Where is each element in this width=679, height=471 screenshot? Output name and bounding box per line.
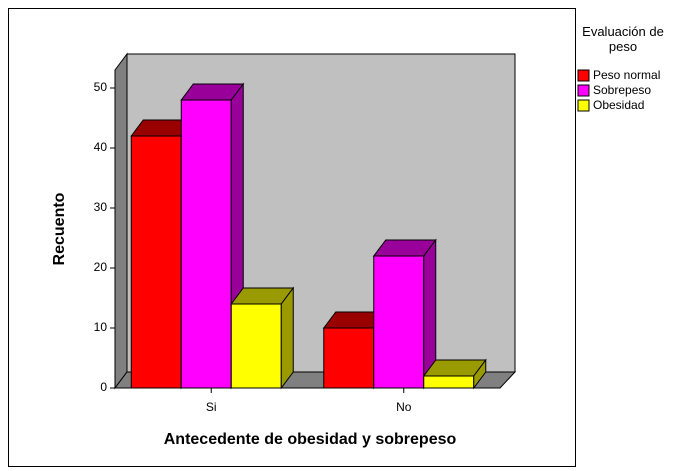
bar-front: [180, 99, 232, 389]
legend-swatch: [577, 99, 590, 112]
left-wall: [114, 52, 128, 390]
x-axis-title: Antecedente de obesidad y sobrepeso: [163, 431, 457, 448]
bar-side: [280, 286, 294, 390]
bar-front: [230, 303, 282, 389]
y-tick-label: 50: [94, 80, 108, 94]
legend-label: Sobrepeso: [593, 83, 651, 97]
y-tick-label: 0: [100, 380, 107, 394]
bar-side: [473, 358, 487, 390]
bar: [422, 358, 487, 390]
legend-swatch: [577, 84, 590, 97]
legend-label: Peso normal: [593, 68, 660, 82]
y-axis-title: Recuento: [51, 192, 68, 266]
x-tick-label: Si: [206, 400, 217, 414]
bar: [372, 238, 437, 390]
y-tick-label: 40: [94, 140, 108, 154]
bar-front: [423, 375, 475, 389]
legend-label: Obesidad: [593, 98, 644, 112]
bar-front: [373, 255, 425, 389]
bar-front: [130, 135, 182, 389]
bar-front: [323, 327, 375, 389]
legend-swatch: [577, 69, 590, 82]
x-tick-label: No: [396, 400, 412, 414]
bar: [230, 286, 295, 390]
y-tick-label: 20: [94, 260, 108, 274]
y-tick-label: 10: [94, 320, 108, 334]
y-tick-label: 30: [94, 200, 108, 214]
legend-title: Evaluación de peso: [582, 24, 664, 54]
